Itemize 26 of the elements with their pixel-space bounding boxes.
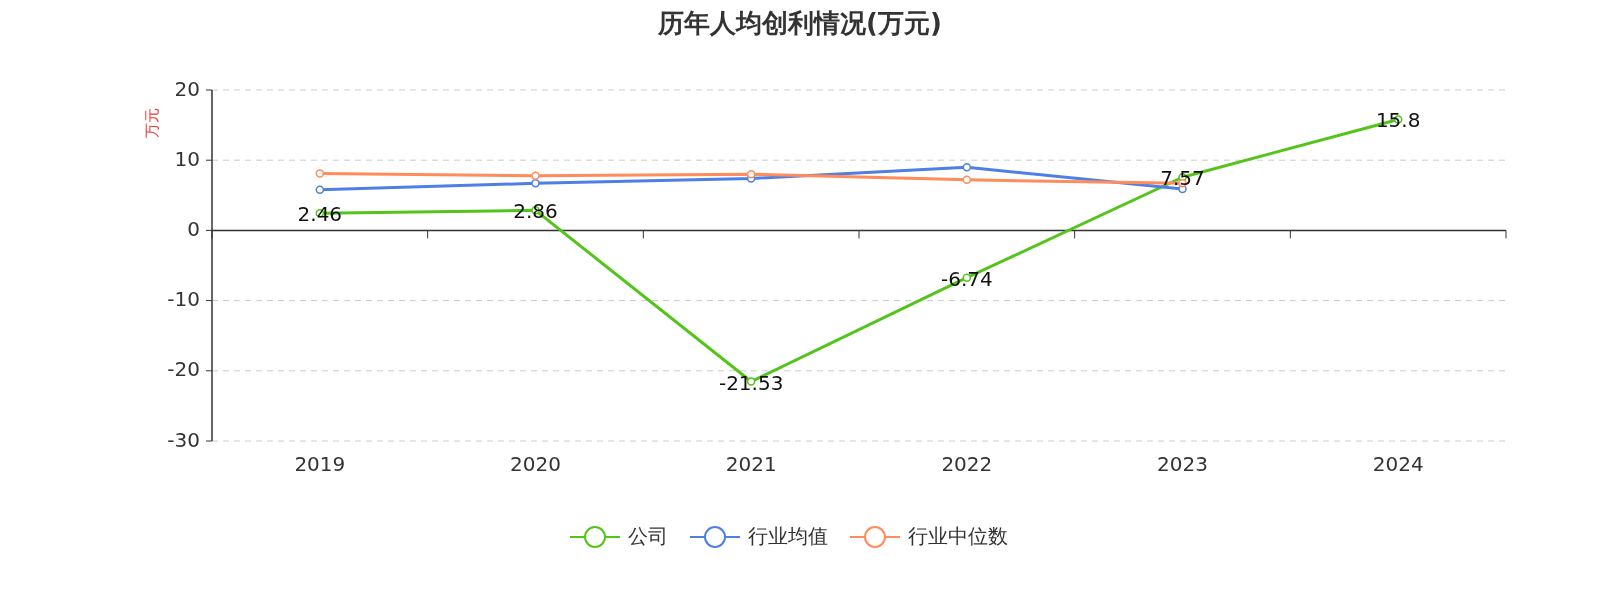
legend-label: 公司 bbox=[628, 523, 668, 548]
y-tick-label: 20 bbox=[174, 76, 200, 101]
point bbox=[962, 162, 972, 172]
legend-label: 行业均值 bbox=[748, 523, 828, 548]
point bbox=[315, 169, 325, 178]
x-tick-label: 2022 bbox=[941, 452, 993, 476]
point bbox=[531, 179, 540, 188]
y-axis-title: 万元 bbox=[143, 108, 161, 138]
x-tick-label: 2024 bbox=[1372, 452, 1424, 476]
x-tick-label: 2021 bbox=[725, 452, 777, 476]
legend-label: 行业中位数 bbox=[908, 523, 1008, 548]
chart-title: 历年人均创利情况(万元) bbox=[657, 8, 942, 38]
y-tick-label: -20 bbox=[167, 357, 200, 382]
point bbox=[531, 171, 540, 180]
y-tick-label: -10 bbox=[167, 287, 200, 312]
y-tick-label: 10 bbox=[174, 146, 200, 171]
data-label: -21.53 bbox=[718, 370, 784, 395]
point bbox=[315, 185, 325, 194]
y-tick-label: 0 bbox=[187, 216, 200, 241]
point bbox=[962, 175, 972, 185]
y-tick-label: -30 bbox=[167, 427, 200, 452]
point bbox=[746, 169, 756, 179]
x-tick-label: 2020 bbox=[510, 452, 561, 476]
data-label: 2.46 bbox=[297, 202, 343, 227]
x-tick-label: 2019 bbox=[294, 452, 346, 476]
x-tick-label: 2023 bbox=[1157, 452, 1208, 476]
